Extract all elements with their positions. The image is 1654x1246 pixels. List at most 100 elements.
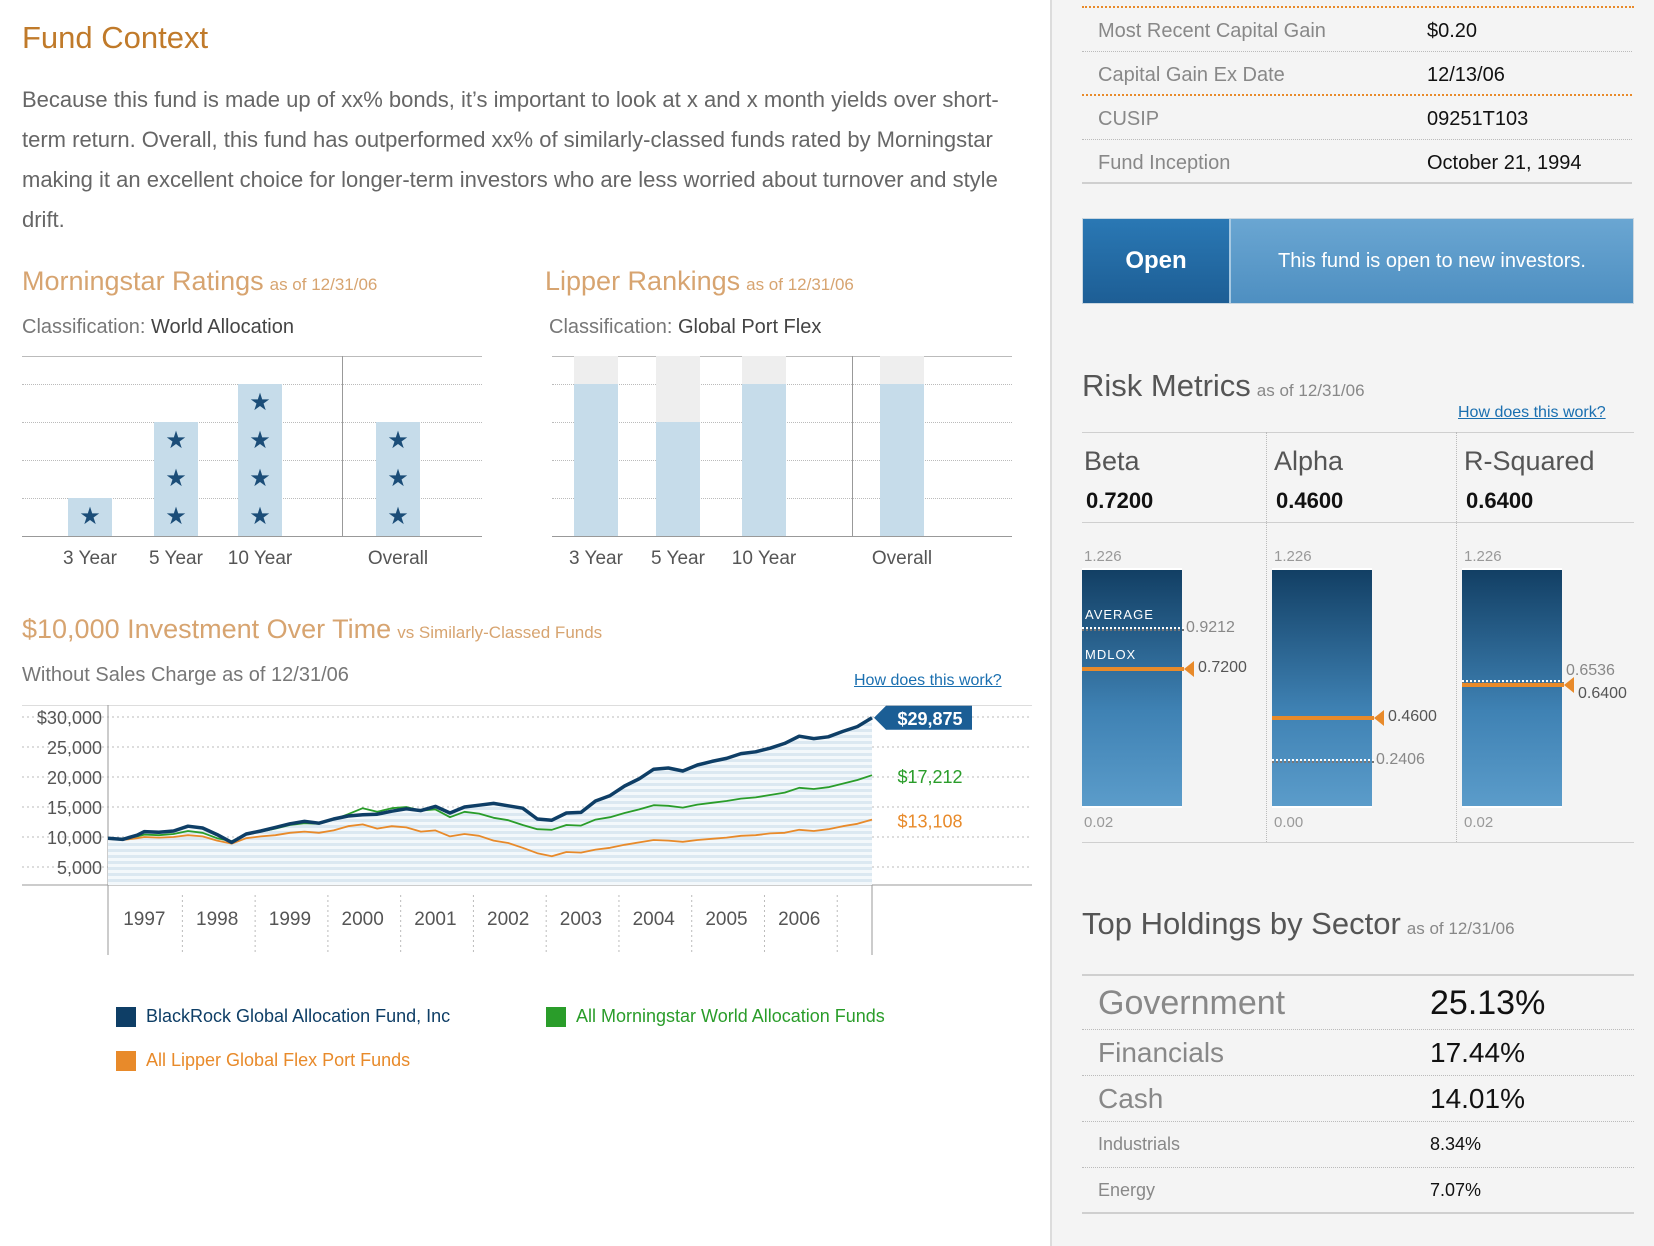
x-tick-label: 2006 [778,909,820,930]
metric-fund-line [1462,682,1564,687]
series-end-label-1: $17,212 [897,767,962,787]
metric-divider [1456,432,1457,842]
open-status-message: This fund is open to new investors. [1231,219,1633,303]
lipper-title: Lipper Rankings as of 12/31/06 [545,266,854,297]
legend-label: BlackRock Global Allocation Fund, Inc [146,1006,451,1026]
metric-name: R-Squared [1464,446,1595,476]
series-end-label-2: $13,108 [897,812,962,832]
holding-row: Energy 7.07% [1082,1168,1634,1214]
metric-value: 0.4600 [1276,488,1344,513]
holding-percent: 17.44% [1430,1037,1525,1068]
lipper-period-label: Overall [871,548,933,569]
morningstar-period-label: 3 Year [63,548,117,569]
fund-info-value: October 21, 1994 [1427,152,1582,174]
legend-item: All Morningstar World Allocation Funds [546,1006,885,1027]
legend-item: All Lipper Global Flex Port Funds [116,1050,410,1071]
fund-info-value: $0.20 [1427,20,1478,42]
morningstar-chart-top-rule [22,356,482,357]
holding-sector: Government [1098,984,1286,1022]
open-status-label: Open [1083,219,1231,303]
investment-subtitle: Without Sales Charge as of 12/31/06 [22,664,349,686]
star-icon: ★ [165,503,187,530]
investment-how-link[interactable]: How does this work? [854,672,1002,689]
legend-swatch [546,1006,566,1027]
morningstar-period-label: Overall [367,548,429,569]
star-icon: ★ [165,427,187,454]
fund-tag: MDLOX [1085,646,1137,662]
lipper-class-value: Global Port Flex [677,316,822,338]
metric-average-line [1082,626,1184,631]
metric-divider [1266,432,1267,842]
metric-average-line [1272,758,1374,763]
y-tick-label: 20,000 [47,768,102,788]
morningstar-class-label: Classification: [22,316,146,338]
lipper-period-label: 10 Year [731,548,797,569]
star-icon: ★ [387,465,409,492]
metric-average-label: 0.9212 [1186,618,1235,636]
holding-row: Government 25.13% [1082,976,1634,1030]
left-column: Fund Context Because this fund is made u… [22,20,1032,1071]
x-tick-label: 2005 [705,909,747,930]
legend-swatch [116,1006,136,1027]
holdings-top-rule [1082,974,1634,976]
holdings-title: Top Holdings by Sector as of 12/31/06 [1082,906,1515,942]
holding-sector: Industrials [1098,1134,1181,1154]
fund-info-row: Most Recent Capital Gain $0.20 [1082,8,1632,52]
lipper-title-text: Lipper Rankings [545,266,741,296]
metric-col-alpha: Alpha 0.4600 [1274,432,1464,842]
star-icon: ★ [249,389,271,416]
morningstar-classification: Classification: World Allocation [22,316,294,339]
series-line-2 [107,818,873,858]
series-line-0 [107,716,873,845]
x-tick-label: 1999 [269,909,311,930]
holding-sector: Energy [1098,1180,1156,1200]
investment-line-chart: $30,000 25,000 20,000 15,000 10,000 5,000 1997… [22,705,1032,955]
risk-metrics-title-text: Risk Metrics [1082,368,1251,403]
morningstar-period-label: 10 Year [227,548,293,569]
fund-area-fill [108,717,872,885]
x-tick-label: 2000 [342,909,384,930]
fund-info-label: Most Recent Capital Gain [1098,20,1326,42]
lipper-class-label: Classification: [549,316,673,338]
legend-label: All Lipper Global Flex Port Funds [146,1050,411,1070]
risk-metrics-how-link[interactable]: How does this work? [1458,404,1606,421]
fund-info-label: CUSIP [1098,108,1160,130]
holding-sector: Cash [1098,1083,1164,1114]
holding-percent: 7.07% [1430,1180,1482,1200]
morningstar-bar [238,384,282,536]
fund-end-label-bg [874,705,972,730]
risk-metrics-title: Risk Metrics as of 12/31/06 [1082,368,1365,404]
star-icon: ★ [387,427,409,454]
x-tick-label: 1997 [123,909,165,930]
metric-fund-label: 0.6400 [1578,684,1627,702]
risk-metrics-top-rule [1082,432,1634,433]
legend-label: All Morningstar World Allocation Funds [576,1006,885,1026]
metric-col-r-squared: R-Squared 0.6400 [1464,432,1654,842]
investment-title: $10,000 Investment Over Time vs Similarly… [22,614,602,645]
risk-metrics-mid-rule [1082,522,1634,523]
metric-bar [1082,568,1182,808]
lipper-chart-divider [852,356,853,536]
lipper-period-label: 5 Year [651,548,705,569]
metric-fund-label: 0.7200 [1198,658,1247,676]
fund-context-text: Because this fund is made up of xx% bond… [22,87,999,232]
holding-row: Financials 17.44% [1082,1030,1634,1076]
lipper-bar [742,384,786,536]
morningstar-asof: as of 12/31/06 [269,275,378,294]
morningstar-chart-divider [342,356,343,536]
morningstar-class-value: World Allocation [150,316,294,338]
fund-info-value: 09251T103 [1427,108,1529,130]
star-icon: ★ [79,503,101,530]
lipper-bar [656,422,700,536]
star-icon: ★ [249,427,271,454]
morningstar-ratings-chart: ★ 3 Year ★ ★ ★ 5 Year ★ ★ ★ ★ 10 Year ★ ★ ★ Overall [22,356,482,586]
holding-percent: 8.34% [1430,1134,1482,1154]
metric-name: Beta [1084,446,1140,476]
lipper-asof: as of 12/31/06 [746,275,854,294]
legend-swatch [116,1050,136,1071]
lipper-bar [574,384,618,536]
x-tick-label: 2001 [414,909,456,930]
lipper-bar [880,384,924,536]
star-icon: ★ [165,465,187,492]
holdings-title-text: Top Holdings by Sector [1082,906,1401,941]
